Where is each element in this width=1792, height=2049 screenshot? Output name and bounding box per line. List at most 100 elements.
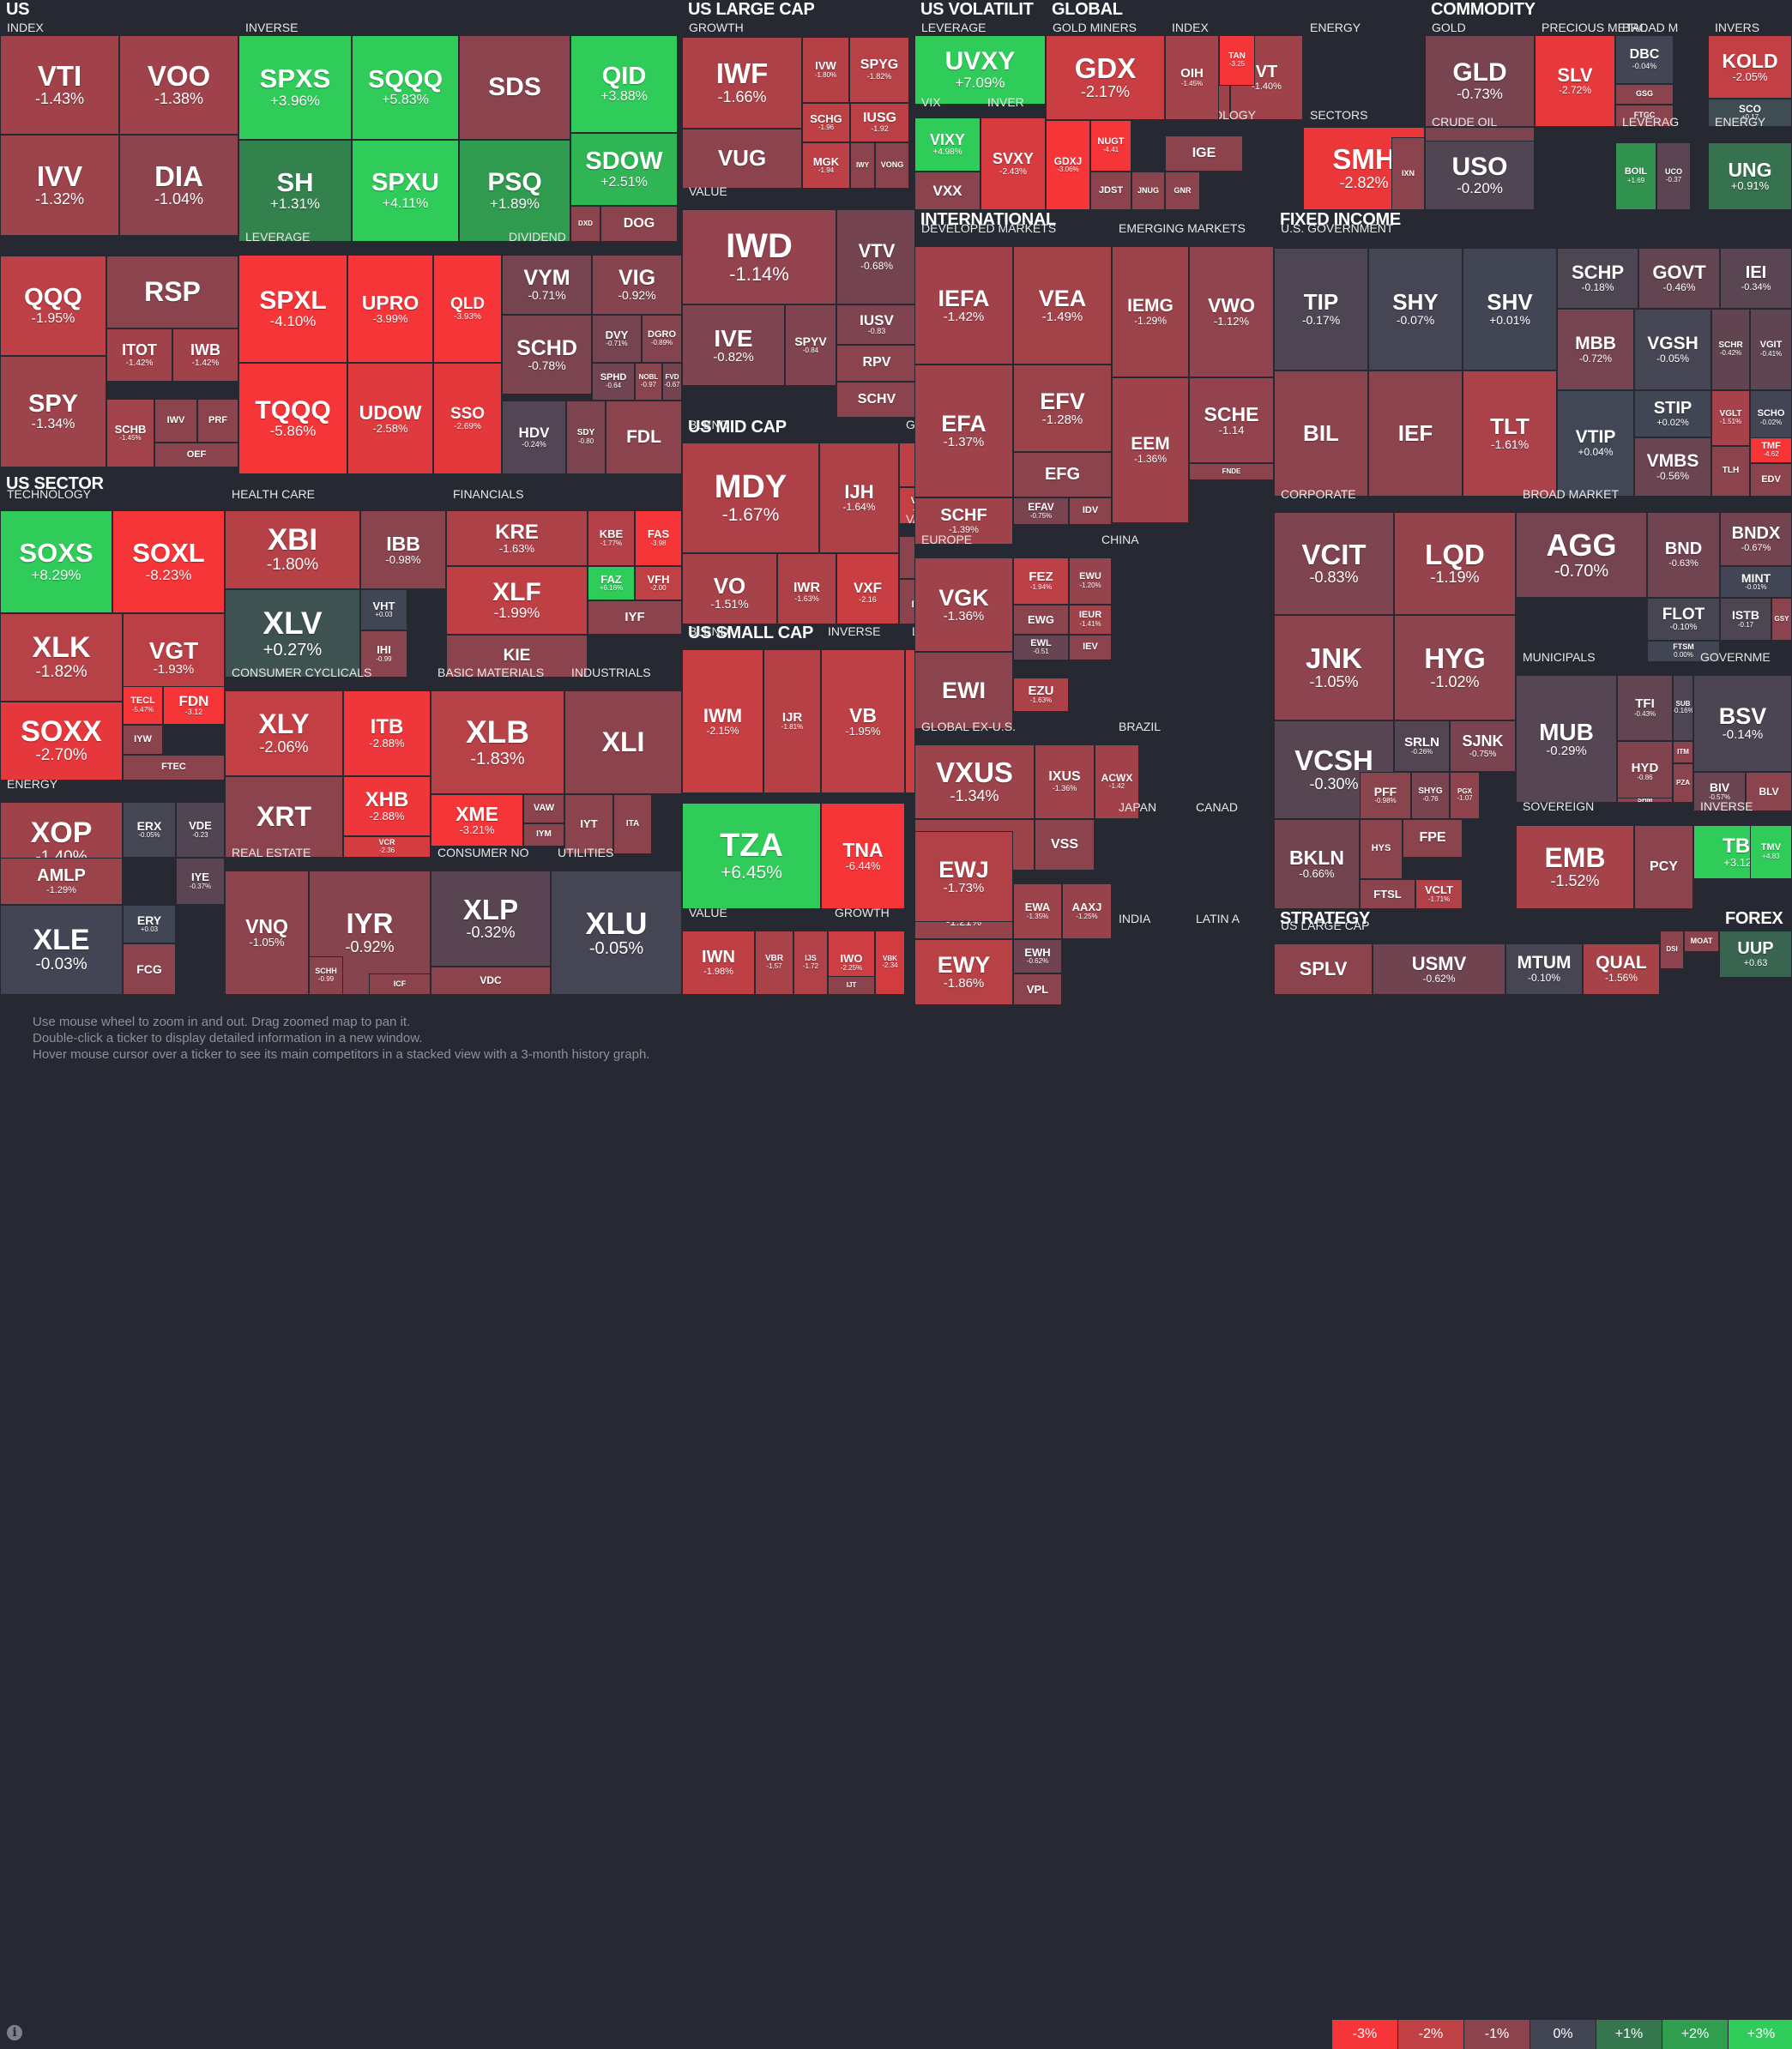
sector-us-sector[interactable]: US SECTOR TECHNOLOGY SOXS +8.29% SOXL -8.23% X… [0, 474, 682, 995]
ticker-tile[interactable]: QID +3.88% [570, 35, 678, 133]
ticker-tile[interactable]: VDC [431, 967, 551, 995]
ticker-tile[interactable]: IWN -1.98% [682, 931, 755, 995]
ticker-tile[interactable]: UPRO -3.99% [347, 255, 433, 363]
ticker-tile[interactable]: IEFA -1.42% [914, 246, 1013, 365]
ticker-tile[interactable]: IDV [1069, 497, 1112, 525]
ticker-tile[interactable]: BIL [1274, 371, 1368, 497]
ticker-tile[interactable]: SCHG -1.96 [802, 103, 850, 142]
ticker-tile[interactable]: HDV -0.24% [502, 401, 566, 474]
ticker-tile[interactable]: SCHF -1.39% [914, 497, 1013, 545]
ticker-tile[interactable]: EEM -1.36% [1112, 377, 1189, 523]
ticker-tile[interactable]: IVW -1.80% [802, 37, 849, 103]
ticker-tile[interactable]: UDOW -2.58% [347, 363, 433, 474]
ticker-tile[interactable]: JNUG [1131, 172, 1165, 210]
ticker-tile[interactable]: VNQ -1.05% [225, 871, 309, 995]
ticker-tile[interactable]: VTIP +0.04% [1557, 390, 1634, 497]
ticker-tile[interactable]: GSG [1615, 84, 1674, 105]
ticker-tile[interactable]: SCHB-1.45% [106, 399, 154, 467]
ticker-tile[interactable]: BND -0.63% [1647, 512, 1720, 598]
ticker-tile[interactable]: DXD [570, 206, 600, 242]
ticker-tile[interactable]: ERY +0.03 [123, 905, 176, 943]
ticker-tile[interactable]: KBE -1.77% [588, 510, 635, 566]
ticker-tile[interactable]: VBR -1.57 [755, 931, 793, 995]
ticker-tile[interactable]: FDN -3.12 [163, 686, 225, 725]
ticker-tile[interactable]: XLK -1.82% [0, 613, 123, 702]
ticker-tile[interactable]: ITA [613, 794, 652, 854]
ticker-tile[interactable]: TIP -0.17% [1274, 248, 1368, 371]
ticker-tile[interactable]: TLH [1711, 446, 1750, 497]
ticker-tile[interactable]: SSO -2.69% [433, 363, 502, 474]
ticker-tile[interactable]: VWO -1.12% [1189, 246, 1274, 377]
ticker-tile[interactable]: SCHO -0.02% [1750, 390, 1792, 446]
ticker-tile[interactable]: BNDX -0.67% [1720, 512, 1792, 566]
ticker-tile[interactable]: TECL -5.47% [123, 686, 163, 725]
ticker-tile[interactable]: BLV [1746, 772, 1792, 811]
ticker-tile[interactable]: GDX -2.17% [1046, 35, 1165, 120]
ticker-tile[interactable]: USMV -0.62% [1373, 943, 1505, 995]
ticker-tile[interactable]: IXUS -1.36% [1035, 744, 1095, 819]
ticker-tile[interactable]: XRT [225, 776, 343, 858]
ticker-tile[interactable]: IEUR -1.41% [1069, 605, 1112, 635]
ticker-tile[interactable]: XLP -0.32% [431, 871, 551, 967]
ticker-tile[interactable]: ITOT -1.42% [106, 328, 172, 382]
ticker-tile[interactable]: TMV +4.83 [1750, 825, 1792, 879]
ticker-tile[interactable]: XLV +0.27% [225, 589, 360, 678]
ticker-tile[interactable]: QLD -3.93% [433, 255, 502, 363]
ticker-tile[interactable]: SRLN -0.26% [1394, 720, 1450, 772]
ticker-tile[interactable]: DIA -1.04% [119, 135, 238, 236]
ticker-tile[interactable]: DGRO -0.89% [642, 315, 682, 363]
ticker-tile[interactable]: TAN -3.25 [1219, 35, 1255, 86]
ticker-tile[interactable]: JDST [1090, 172, 1131, 210]
ticker-tile[interactable]: UUP +0.63 [1719, 931, 1792, 978]
ticker-tile[interactable]: LQD -1.19% [1394, 512, 1516, 615]
ticker-tile[interactable]: XLB -1.83% [431, 690, 564, 794]
ticker-tile[interactable]: VB -1.95% [821, 649, 905, 793]
ticker-tile[interactable]: VCLT -1.71% [1415, 879, 1463, 909]
ticker-tile[interactable]: FLOT -0.10% [1647, 598, 1720, 641]
ticker-tile[interactable]: VO -1.51% [682, 553, 777, 632]
sector-us-volatilit[interactable]: US VOLATILIT LEVERAGE UVXY +7.09% VIX VIXY +4.… [914, 0, 1046, 210]
ticker-tile[interactable]: EWI [914, 652, 1013, 729]
ticker-tile[interactable]: SPYV -0.84 [785, 304, 836, 386]
ticker-tile[interactable]: SPXU +4.11% [352, 140, 459, 242]
sector-global[interactable]: GLOBAL GOLD MINERS GDX -2.17% GDXJ -3.06% NUGT… [1046, 0, 1425, 210]
ticker-tile[interactable]: AAXJ -1.25% [1062, 883, 1112, 939]
ticker-tile[interactable]: SJNK -0.75% [1450, 720, 1516, 772]
ticker-tile[interactable]: SHYG -0.76 [1411, 772, 1450, 819]
ticker-tile[interactable]: EWH -0.62% [1013, 939, 1062, 973]
ticker-tile[interactable]: IJR -1.81% [763, 649, 821, 793]
sector-commodity[interactable]: COMMODITYGOLDGLD-0.73%IAU-0.78%PRECIOUS … [1425, 0, 1792, 210]
ticker-tile[interactable]: VMBS -0.56% [1634, 437, 1711, 497]
sector-international[interactable]: INTERNATIONAL DEVELOPED MARKETS IEFA -1.42%… [914, 210, 1274, 1005]
ticker-tile[interactable]: DOG [600, 206, 678, 242]
ticker-tile[interactable]: FPE [1403, 819, 1463, 858]
ticker-tile[interactable]: FDL [606, 401, 682, 474]
ticker-tile[interactable]: PGX -1.07 [1450, 772, 1480, 819]
ticker-tile[interactable]: BSV -0.14% [1693, 675, 1792, 772]
ticker-tile[interactable]: DSI [1660, 931, 1684, 969]
ticker-tile[interactable]: PZA [1673, 763, 1693, 803]
ticker-tile[interactable]: SCHP -0.18% [1557, 248, 1638, 309]
ticker-tile[interactable]: UVXY +7.09% [914, 35, 1046, 105]
ticker-tile[interactable]: SOXX -2.70% [0, 702, 123, 780]
ticker-tile[interactable]: SCHR -0.42% [1711, 309, 1750, 390]
ticker-tile[interactable]: FAZ +6.16% [588, 566, 635, 600]
ticker-tile[interactable]: DVY -0.71% [592, 315, 642, 363]
sector-us[interactable]: US INDEX VTI -1.43% VOO -1.38% IVV -1.32% DIA -1.… [0, 0, 682, 474]
ticker-tile[interactable]: SDOW +2.51% [570, 133, 678, 206]
ticker-tile[interactable]: HYS [1360, 819, 1403, 879]
ticker-tile[interactable]: IVV -1.32% [0, 135, 119, 236]
ticker-tile[interactable]: SPXL -4.10% [238, 255, 347, 363]
ticker-tile[interactable]: VONG [875, 142, 909, 189]
ticker-tile[interactable]: FTSL [1360, 879, 1415, 909]
ticker-tile[interactable]: MUB -0.29% [1516, 675, 1617, 803]
ticker-tile[interactable]: VUG [682, 129, 802, 189]
ticker-tile[interactable]: IEI -0.34% [1720, 248, 1792, 309]
ticker-tile[interactable]: BKLN -0.66% [1274, 819, 1360, 909]
ticker-tile[interactable]: ITM [1673, 741, 1693, 763]
ticker-tile[interactable]: SVXY -2.43% [980, 118, 1046, 210]
ticker-tile[interactable]: FTGC [1615, 105, 1674, 127]
ticker-tile[interactable]: VGLT -1.51% [1711, 390, 1750, 446]
ticker-tile[interactable]: IUSV -0.83 [836, 304, 917, 345]
ticker-tile[interactable]: FNDE [1189, 463, 1274, 480]
